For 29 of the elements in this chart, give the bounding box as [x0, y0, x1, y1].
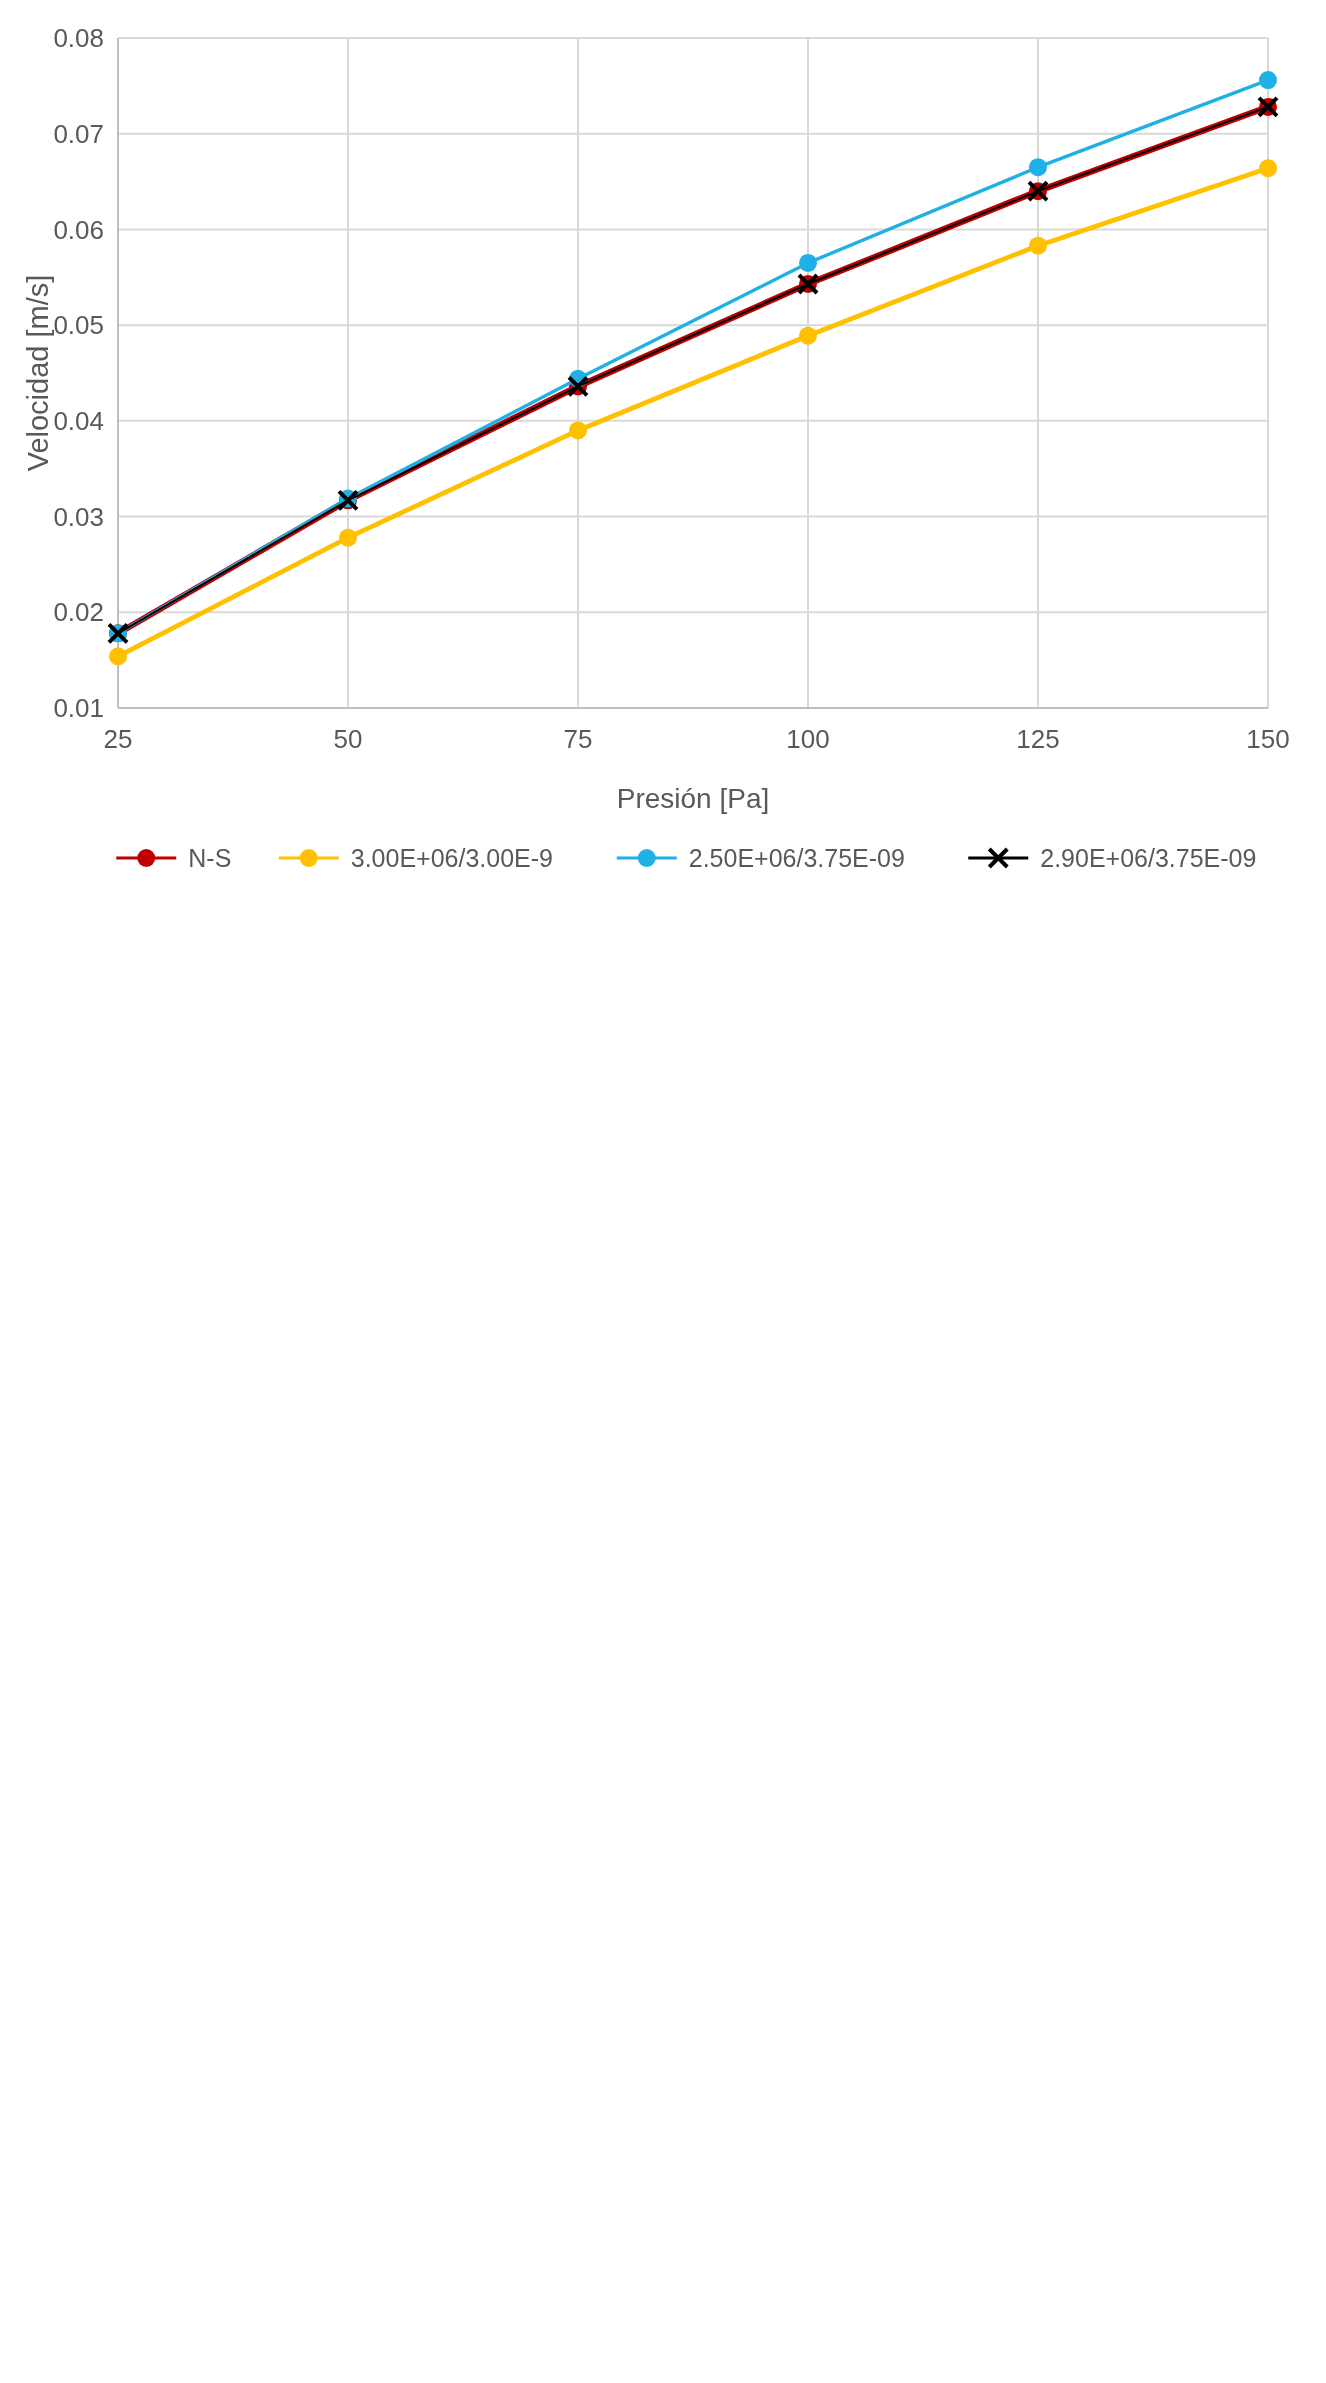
x-tick-label: 75: [563, 724, 593, 754]
y-tick-label: 0.07: [53, 118, 104, 149]
y-tick-label: 0.06: [53, 214, 104, 245]
y-axis-title: Velocidad [m/s]: [22, 274, 54, 472]
point: [1259, 159, 1277, 178]
x-axis-title: Presión [Pa]: [616, 783, 770, 814]
legend-label: 2.50E+06/3.75E-09: [688, 843, 905, 872]
y-tick-label: 0.04: [53, 405, 104, 436]
y-tick-label: 0.05: [53, 310, 104, 341]
x-tick-label: 50: [333, 724, 363, 754]
x-tick-label: 25: [103, 724, 133, 754]
x-tick-label: 100: [786, 724, 830, 754]
point: [1259, 71, 1277, 90]
x-tick-label: 150: [1246, 724, 1290, 754]
y-tick-label: 0.03: [53, 501, 104, 532]
point: [569, 421, 587, 440]
point: [799, 326, 817, 345]
point: [1029, 236, 1047, 255]
legend-label: 3.00E+06/3.00E-9: [350, 843, 553, 872]
point: [339, 528, 357, 547]
y-tick-label: 0.01: [53, 693, 104, 724]
y-tick-label: 0.02: [53, 597, 104, 628]
point: [799, 253, 817, 272]
legend-label: 2.90E+06/3.75E-09: [1040, 843, 1257, 872]
y-tick-label: 0.08: [53, 23, 104, 54]
legend-label: N-S: [188, 843, 232, 872]
point: [109, 647, 127, 666]
x-tick-label: 125: [1016, 724, 1060, 754]
point: [1029, 158, 1047, 177]
